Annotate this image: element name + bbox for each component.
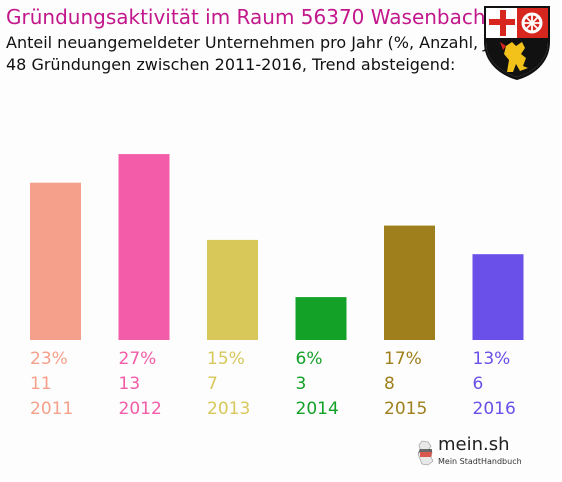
chart-subtitle-1: Anteil neuangemeldeter Unternehmen pro J… [6,33,521,52]
germany-map-icon [417,440,434,466]
count-label-2014: 3 [296,374,307,394]
percent-label-2012: 27% [119,349,157,369]
count-label-2016: 6 [473,374,484,394]
bar-2011 [30,182,81,340]
bar-2016 [472,254,524,340]
bar-2012 [118,154,170,340]
percent-label-2014: 6% [296,349,323,369]
percent-label-2016: 13% [473,349,511,369]
count-label-2012: 13 [119,374,141,394]
bar-2014 [295,297,347,340]
year-label-2015: 2015 [384,399,427,419]
logo-name: mein.sh [438,434,510,455]
year-label-2012: 2012 [119,399,162,419]
count-label-2013: 7 [207,374,218,394]
bar-2013 [207,239,258,340]
coat-of-arms-icon [484,6,550,80]
percent-label-2011: 23% [30,349,68,369]
year-label-2011: 2011 [30,399,73,419]
year-label-2016: 2016 [473,399,516,419]
bar-2015 [384,225,435,340]
chart-title: Gründungsaktivität im Raum 56370 Wasenba… [6,5,486,29]
year-label-2014: 2014 [296,399,339,419]
count-label-2015: 8 [384,374,395,394]
count-label-2011: 11 [30,374,52,394]
percent-label-2013: 15% [207,349,245,369]
mein-sh-logo[interactable]: mein.sh Mein StadtHandbuch [414,434,524,472]
logo-tagline: Mein StadtHandbuch [438,457,522,466]
year-label-2013: 2013 [207,399,250,419]
percent-label-2015: 17% [384,349,422,369]
chart-subtitle-2: 48 Gründungen zwischen 2011-2016, Trend … [6,55,456,74]
